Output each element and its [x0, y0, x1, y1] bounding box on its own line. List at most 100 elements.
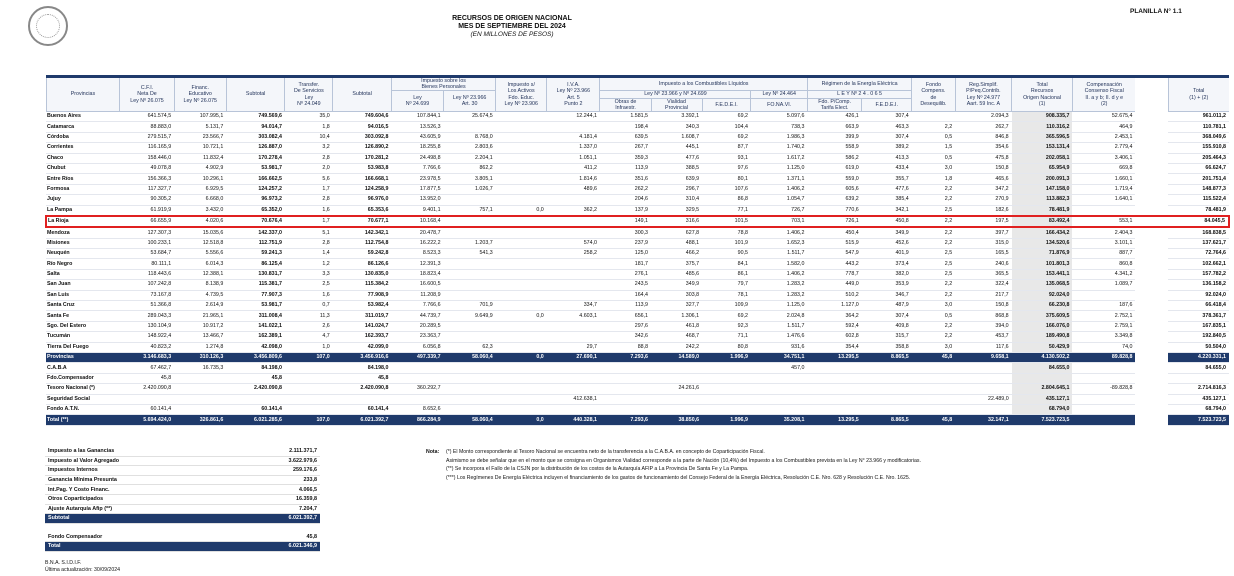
row-label: La Rioja	[45, 214, 120, 229]
cell-value: 358,8	[861, 342, 912, 354]
cell-value	[750, 383, 808, 395]
cell-value: 2.420.090,8	[332, 383, 392, 395]
cell-value: 90,5	[702, 248, 751, 260]
spacer	[1135, 352, 1169, 363]
cell-value	[174, 373, 227, 385]
cell-value: 315,7	[861, 331, 912, 343]
cell-value: 182,6	[955, 205, 1012, 217]
spacer	[1135, 300, 1169, 311]
column-header: Total (1) + (2)	[1167, 74, 1229, 113]
cell-value: 136.158,2	[1168, 279, 1229, 291]
cell-value: 25.674,5	[443, 111, 496, 123]
note-line: Asimismo se debe señalar que en el monto…	[446, 457, 921, 464]
cell-value: 162.393,7	[332, 331, 392, 343]
cell-value: 1.125,0	[750, 163, 808, 175]
cell-value: 23.363,7	[391, 331, 444, 343]
cell-value: 375,7	[651, 258, 703, 270]
cell-value: 4,7	[284, 331, 333, 343]
cell-value: 1.511,7	[750, 248, 808, 260]
cell-value: 778,7	[807, 269, 862, 281]
cell-value: 4.739,5	[174, 290, 227, 302]
cell-value: 13.295,5	[807, 414, 862, 426]
cell-value	[546, 194, 600, 206]
cell-value: 346,7	[861, 290, 912, 302]
summary-label: Total	[45, 541, 254, 552]
cell-value: 8.652,6	[391, 404, 444, 416]
spacer	[1135, 321, 1169, 332]
cell-value: 349,9	[651, 279, 703, 291]
cell-value: 217,7	[955, 290, 1012, 302]
cell-value: 164,4	[599, 290, 652, 302]
cell-value	[443, 194, 496, 206]
cell-value: 51.366,8	[119, 300, 175, 312]
cell-value: 62,3	[443, 342, 496, 354]
cell-value: 6.021.285,6	[226, 414, 285, 426]
cell-value: 73.167,8	[119, 290, 175, 302]
cell-value: 242,2	[651, 342, 703, 354]
summary-value: 233,8	[254, 475, 320, 486]
cell-value: 84.655,0	[1011, 362, 1073, 374]
cell-value	[807, 373, 862, 385]
cell-value	[861, 394, 912, 405]
cell-value: 22.489,0	[955, 394, 1012, 405]
cell-value: 2,6	[284, 321, 333, 333]
summary-value: 259.176,6	[254, 465, 320, 476]
cell-value	[955, 383, 1012, 395]
cell-value: 150,8	[955, 300, 1012, 312]
cell-value: 8.768,0	[443, 132, 496, 144]
cell-value	[546, 290, 600, 302]
summary-label: Subtotal	[45, 513, 254, 524]
cell-value: 412.638,1	[546, 394, 600, 405]
cell-value: 1.582,0	[750, 258, 808, 270]
cell-value: 303.092,8	[332, 132, 392, 144]
cell-value: 86.125,4	[226, 258, 285, 270]
cell-value: 2,5	[911, 269, 956, 281]
spacer	[1135, 214, 1169, 229]
cell-value: 96.973,2	[226, 194, 285, 206]
spacer	[1135, 342, 1169, 353]
cell-value: 701,9	[443, 300, 496, 312]
cell-value: 0,0	[495, 414, 547, 426]
cell-value: 351,6	[599, 173, 652, 185]
column-header: Provincias	[45, 74, 120, 113]
cell-value: 887,7	[1072, 248, 1136, 260]
cell-value: 5.556,6	[174, 248, 227, 260]
cell-value: 1.283,2	[750, 290, 808, 302]
cell-value	[495, 290, 547, 302]
cell-value: 465,6	[955, 173, 1012, 185]
cell-value: 107,0	[284, 352, 333, 364]
cell-value: 86,8	[702, 194, 751, 206]
cell-value: 669,8	[1072, 163, 1136, 175]
cell-value: 53.981,7	[226, 163, 285, 175]
cell-value: 2,8	[284, 238, 333, 250]
cell-value: 84.045,5	[1168, 214, 1230, 229]
cell-value: 4.130.502,2	[1011, 352, 1073, 364]
cell-value: 1.406,2	[750, 227, 808, 239]
cell-value: 16.735,3	[174, 362, 227, 374]
table-row: Provincias 3.146.683,3 310.126,3 3.456.809,…	[46, 352, 1229, 364]
cell-value: 2.752,1	[1072, 310, 1136, 322]
spacer	[1135, 373, 1169, 384]
row-label: Jujuy	[46, 194, 120, 206]
table-row: Fondo A.T.N. 60.141,4 60.141,4 60.141,4 8.65…	[46, 404, 1229, 416]
cell-value: 3.805,1	[443, 173, 496, 185]
footer-line: Última actualización: 30/09/2024	[45, 567, 120, 573]
cell-value	[174, 383, 227, 395]
cell-value: 45,8	[332, 373, 392, 385]
cell-value: 0,0	[495, 352, 547, 364]
spacer	[1135, 383, 1169, 395]
column-header: Régimen de la Energía Eléctrica	[806, 74, 912, 92]
cell-value: 1.283,2	[750, 279, 808, 291]
spacer	[1135, 290, 1169, 301]
cell-value	[807, 404, 862, 416]
column-header: Impuesto s/ Los Activos Fdo. Educ. Ley N…	[495, 74, 547, 113]
cell-value: 449,0	[807, 279, 862, 291]
column-header: Fondo Compens. de Desequilib.	[911, 74, 956, 113]
cell-value: 7.293,6	[599, 414, 652, 426]
cell-value: 53.983,8	[332, 163, 392, 175]
cell-value: 90.305,2	[119, 194, 175, 206]
cell-value: 13.952,0	[391, 194, 444, 206]
cell-value: 187,6	[1072, 300, 1136, 312]
cell-value	[546, 404, 600, 416]
cell-value: 726,7	[750, 205, 808, 217]
